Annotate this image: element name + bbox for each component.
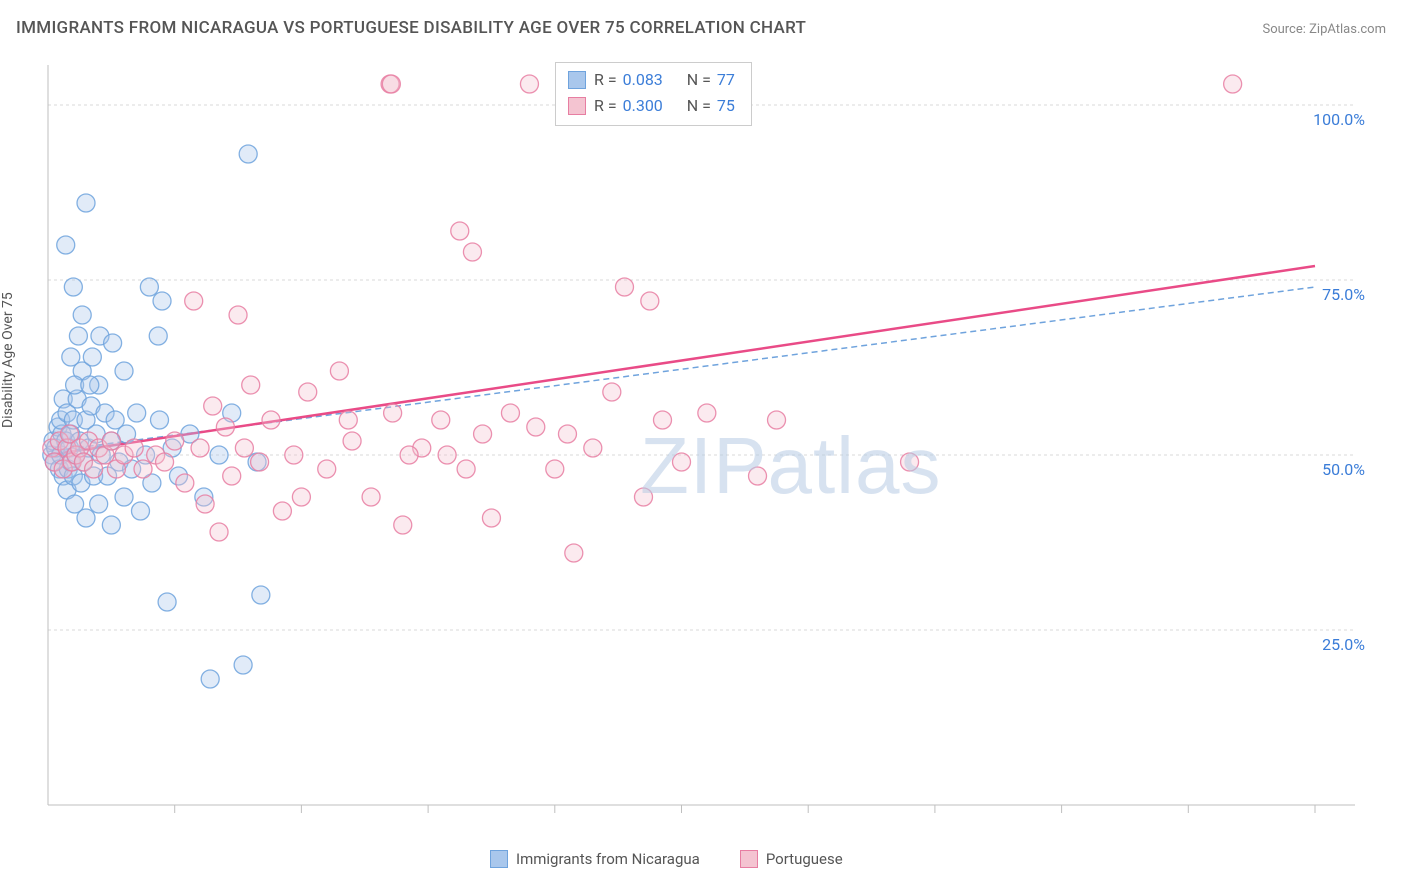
point-portuguese — [1224, 75, 1242, 93]
point-portuguese — [546, 460, 564, 478]
legend-label: Portuguese — [766, 850, 843, 868]
point-portuguese — [196, 495, 214, 513]
point-portuguese — [176, 474, 194, 492]
point-nicaragua — [131, 502, 149, 520]
point-portuguese — [292, 488, 310, 506]
point-portuguese — [204, 397, 222, 415]
legend-swatch — [568, 97, 586, 115]
point-portuguese — [432, 411, 450, 429]
point-nicaragua — [73, 306, 91, 324]
point-portuguese — [603, 383, 621, 401]
y-tick-label: 25.0% — [1322, 635, 1365, 654]
point-portuguese — [584, 439, 602, 457]
point-nicaragua — [69, 327, 87, 345]
point-nicaragua — [252, 586, 270, 604]
point-portuguese — [641, 292, 659, 310]
y-tick-label: 75.0% — [1322, 285, 1365, 304]
point-portuguese — [501, 404, 519, 422]
point-portuguese — [251, 453, 269, 471]
legend-row: R = 0.083 N = 77 — [568, 67, 735, 93]
y-axis-label: Disability Age Over 75 — [0, 292, 16, 428]
point-nicaragua — [62, 348, 80, 366]
point-portuguese — [362, 488, 380, 506]
point-portuguese — [242, 376, 260, 394]
point-portuguese — [299, 383, 317, 401]
point-nicaragua — [153, 292, 171, 310]
point-portuguese — [156, 453, 174, 471]
point-portuguese — [102, 432, 120, 450]
point-portuguese — [125, 439, 143, 457]
point-nicaragua — [239, 145, 257, 163]
point-portuguese — [482, 509, 500, 527]
point-portuguese — [382, 75, 400, 93]
point-portuguese — [520, 75, 538, 93]
point-portuguese — [463, 243, 481, 261]
point-portuguese — [384, 404, 402, 422]
point-portuguese — [223, 467, 241, 485]
point-portuguese — [565, 544, 583, 562]
point-portuguese — [262, 411, 280, 429]
legend-swatch — [568, 71, 586, 89]
point-portuguese — [394, 516, 412, 534]
series-legend: Immigrants from Nicaragua Portuguese — [490, 850, 843, 868]
point-nicaragua — [57, 236, 75, 254]
point-portuguese — [451, 222, 469, 240]
legend-swatch — [740, 850, 758, 868]
point-nicaragua — [140, 278, 158, 296]
point-nicaragua — [64, 278, 82, 296]
point-nicaragua — [81, 376, 99, 394]
point-portuguese — [457, 460, 475, 478]
legend-label: Immigrants from Nicaragua — [516, 850, 700, 868]
point-nicaragua — [90, 495, 108, 513]
legend-row: R = 0.300 N = 75 — [568, 93, 735, 119]
point-portuguese — [134, 460, 152, 478]
y-tick-label: 100.0% — [1313, 110, 1365, 129]
point-portuguese — [558, 425, 576, 443]
point-portuguese — [229, 306, 247, 324]
point-nicaragua — [128, 404, 146, 422]
legend-swatch — [490, 850, 508, 868]
point-portuguese — [339, 411, 357, 429]
point-nicaragua — [77, 194, 95, 212]
point-portuguese — [615, 278, 633, 296]
point-nicaragua — [234, 656, 252, 674]
point-portuguese — [527, 418, 545, 436]
point-portuguese — [273, 502, 291, 520]
point-portuguese — [235, 439, 253, 457]
watermark: ZIPatlas — [640, 420, 941, 512]
source-label: Source: ZipAtlas.com — [1262, 22, 1386, 37]
legend-item: Immigrants from Nicaragua — [490, 850, 700, 868]
point-portuguese — [474, 425, 492, 443]
point-nicaragua — [150, 411, 168, 429]
point-portuguese — [185, 292, 203, 310]
point-portuguese — [191, 439, 209, 457]
point-nicaragua — [149, 327, 167, 345]
point-nicaragua — [115, 488, 133, 506]
chart-title: IMMIGRANTS FROM NICARAGUA VS PORTUGUESE … — [16, 18, 806, 38]
correlation-legend: R = 0.083 N = 77R = 0.300 N = 75 — [555, 62, 752, 126]
point-portuguese — [216, 418, 234, 436]
point-portuguese — [400, 446, 418, 464]
point-portuguese — [166, 432, 184, 450]
point-nicaragua — [115, 362, 133, 380]
point-nicaragua — [83, 348, 101, 366]
point-portuguese — [318, 460, 336, 478]
point-portuguese — [210, 523, 228, 541]
point-nicaragua — [201, 670, 219, 688]
point-nicaragua — [158, 593, 176, 611]
point-nicaragua — [104, 334, 122, 352]
point-nicaragua — [77, 509, 95, 527]
y-tick-label: 50.0% — [1322, 460, 1365, 479]
point-portuguese — [343, 432, 361, 450]
point-portuguese — [438, 446, 456, 464]
point-portuguese — [330, 362, 348, 380]
legend-item: Portuguese — [740, 850, 843, 868]
point-nicaragua — [102, 516, 120, 534]
point-nicaragua — [210, 446, 228, 464]
point-portuguese — [285, 446, 303, 464]
